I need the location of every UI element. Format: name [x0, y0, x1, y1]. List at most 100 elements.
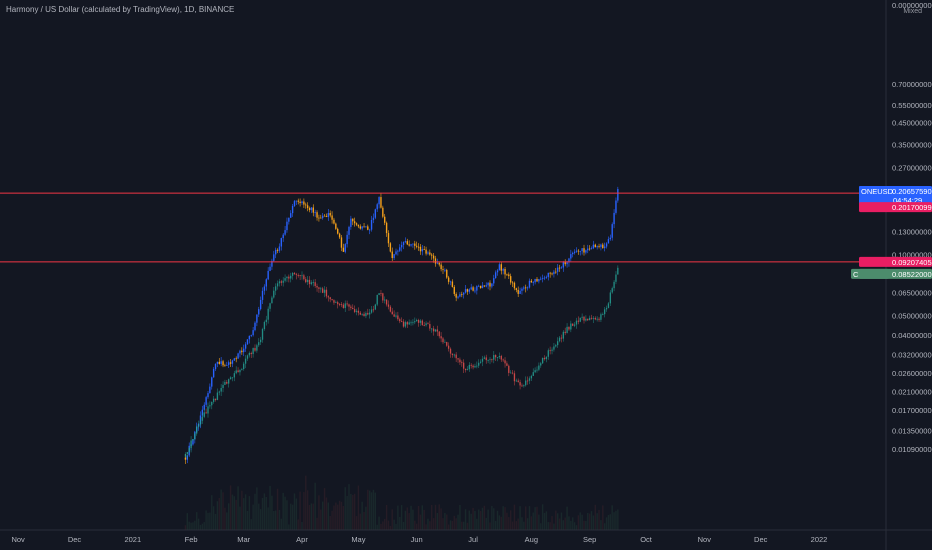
candle-body: [404, 241, 407, 243]
volume-bar: [318, 495, 320, 530]
candle-body: [525, 380, 527, 386]
candle-body: [353, 309, 356, 312]
candle-body: [329, 297, 331, 300]
candle-body: [258, 342, 260, 346]
volume-bar: [395, 523, 397, 530]
candle-body: [389, 243, 392, 252]
y-tick-label: 0.55000000: [892, 101, 932, 110]
candle-body: [252, 348, 254, 355]
candle-body: [434, 258, 437, 264]
candle-body: [355, 310, 358, 312]
candle-body: [227, 362, 230, 366]
y-tick-label: 0.04000000: [892, 331, 932, 340]
candle-body: [214, 398, 217, 400]
volume-bar: [385, 505, 388, 530]
volume-bar: [222, 492, 224, 530]
volume-bar: [201, 523, 204, 530]
line-price-label-lower: 0.09207405: [892, 258, 932, 267]
candle-body: [263, 322, 266, 330]
candle-body: [205, 412, 207, 414]
volume-bar: [558, 518, 561, 530]
volume-bar: [378, 516, 380, 530]
x-tick-label: Oct: [640, 535, 653, 544]
volume-bar: [570, 520, 572, 530]
candle-body: [400, 321, 403, 322]
volume-bar: [429, 521, 431, 530]
volume-bar: [468, 510, 471, 530]
price-axis[interactable]: 0.00000000 0.70000000 0.55000000 0.45000000…: [892, 1, 932, 454]
candle-body: [587, 318, 589, 321]
x-tick-label: Mar: [237, 535, 250, 544]
volume-bar: [594, 504, 596, 530]
time-axis[interactable]: Nov Dec 2021 Feb Mar Apr May Jun Jul Aug Sep Oct Nov…: [11, 535, 827, 544]
volume-bar: [235, 499, 237, 530]
volume-bar: [536, 506, 538, 530]
candle-body: [421, 320, 424, 326]
candle-body: [615, 200, 617, 213]
candle-body: [342, 304, 345, 308]
candle-body: [295, 274, 298, 276]
volume-bar: [387, 520, 390, 530]
volume-bar: [288, 524, 290, 530]
candle-body: [540, 363, 542, 366]
candle-body: [209, 386, 211, 394]
candle-body: [431, 328, 433, 330]
candle-body: [442, 338, 444, 343]
oneusd-price-label: 0.20657590: [892, 187, 932, 196]
candle-body: [425, 323, 427, 326]
candle-body: [331, 215, 333, 220]
volume-bar: [273, 510, 275, 530]
candle-body: [609, 237, 612, 240]
volume-bar: [587, 513, 589, 530]
volume-bar: [600, 520, 602, 530]
volume-bar: [188, 521, 190, 530]
volume-bar: [269, 485, 271, 530]
candle-body: [399, 247, 401, 251]
volume-bar: [431, 504, 433, 530]
y-tick-label: 0.45000000: [892, 119, 932, 128]
volume-bar: [602, 505, 604, 530]
candle-body: [549, 350, 551, 352]
volume-bar: [515, 521, 518, 530]
candle-body: [239, 350, 241, 354]
candle-body: [290, 213, 292, 218]
candle-body: [427, 252, 429, 254]
candle-body: [547, 272, 549, 277]
candle-body: [493, 278, 495, 284]
candle-body: [474, 366, 476, 368]
candle-body: [481, 358, 484, 362]
candle-body: [442, 269, 444, 271]
candle-body: [464, 368, 467, 371]
candle-body: [449, 348, 452, 354]
candle-body: [564, 261, 566, 265]
candle-body: [459, 359, 461, 363]
candle-body: [374, 209, 377, 218]
volume-bar: [528, 506, 531, 530]
candle-body: [470, 364, 472, 366]
volume-bar: [419, 514, 422, 530]
volume-bar: [342, 505, 345, 530]
candle-body: [404, 322, 407, 327]
volume-bar: [513, 504, 516, 530]
candle-body: [491, 283, 493, 287]
candle-body: [446, 341, 448, 346]
volume-bar: [519, 506, 521, 530]
volume-bar: [457, 514, 459, 530]
volume-bar: [534, 507, 536, 530]
scale-mode-label[interactable]: Mixed: [903, 8, 922, 15]
candle-body: [286, 276, 288, 279]
oneusd-countdown-label: 04:54:29: [893, 196, 922, 205]
candle-body: [308, 279, 311, 285]
volume-bar: [327, 502, 330, 530]
candle-body: [301, 275, 303, 277]
candle-body: [250, 352, 252, 355]
candle-body: [267, 270, 269, 280]
candle-body: [478, 362, 480, 366]
horizontal-lines[interactable]: [0, 192, 886, 263]
candle-body: [558, 267, 561, 269]
x-tick-label: Nov: [698, 535, 712, 544]
candle-body: [303, 201, 305, 205]
candle-body: [538, 279, 540, 282]
volume-bar: [470, 513, 472, 530]
